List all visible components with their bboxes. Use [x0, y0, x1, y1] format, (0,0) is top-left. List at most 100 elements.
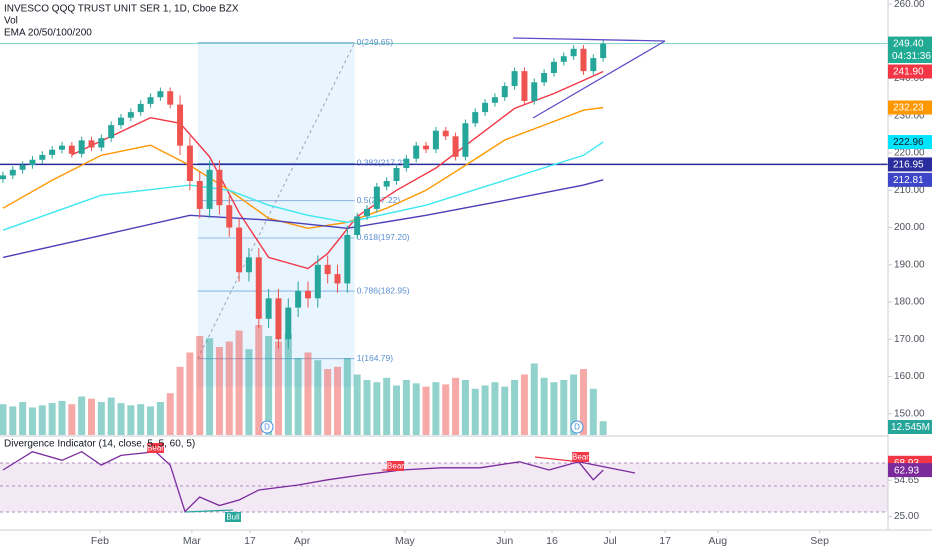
volume-bar: [28, 407, 36, 435]
candle-body: [491, 97, 498, 103]
candle-body: [157, 91, 164, 98]
volume-bar: [215, 347, 223, 435]
y-tick-label: 170.00: [894, 334, 925, 345]
signal-box: [147, 443, 164, 453]
volume-bar: [491, 382, 499, 435]
signal-label: Bear: [572, 453, 589, 462]
candle-body: [413, 145, 420, 159]
volume-bar: [284, 333, 292, 435]
volume-bar: [412, 383, 420, 435]
y-tick-label: 150.00: [894, 408, 925, 419]
volume-bar: [127, 405, 135, 435]
candle-body: [560, 56, 567, 62]
candle-body: [196, 181, 203, 209]
volume-bar: [432, 382, 440, 435]
y-tick-label: 200.00: [894, 222, 925, 233]
dividend-label[interactable]: D: [574, 423, 580, 432]
volume-bar: [324, 369, 332, 435]
candle-body: [452, 136, 459, 157]
volume-bar: [117, 403, 125, 435]
volume-bar: [333, 366, 341, 435]
price-tag: [888, 172, 932, 187]
ema-line: [2, 106, 604, 230]
candle-body: [275, 298, 282, 340]
x-tick-label: Mar: [183, 535, 202, 547]
candle-body: [442, 130, 449, 137]
volume-bar: [363, 380, 371, 435]
x-tick-label: Feb: [91, 535, 109, 547]
volume-bar: [461, 380, 469, 435]
candle-body: [285, 307, 292, 340]
price-tag: [888, 64, 932, 79]
countdown-tag: [888, 49, 932, 63]
candle-body: [501, 86, 508, 98]
candle-body: [147, 97, 154, 104]
volume-bar: [452, 377, 460, 435]
dividend-label[interactable]: D: [264, 423, 270, 432]
candle-body: [226, 205, 233, 228]
volume-bar: [245, 349, 253, 435]
x-tick-label: 17: [659, 535, 671, 547]
volume-label: 12.545M: [891, 422, 930, 433]
indicator-title: Divergence Indicator (14, close, 5, 5, 6…: [4, 439, 195, 450]
candle-body: [423, 145, 430, 150]
volume-bar: [235, 330, 243, 435]
volume-bar: [550, 382, 558, 435]
divergence-line: [184, 509, 234, 513]
volume-bar: [38, 405, 46, 435]
candle-body: [167, 91, 174, 105]
volume-bar: [314, 360, 322, 435]
volume-bar: [294, 358, 302, 435]
volume-bar: [147, 406, 155, 435]
dividend-marker[interactable]: [260, 420, 274, 434]
price-tag: [888, 36, 932, 51]
candle-body: [255, 257, 262, 319]
candle-body: [472, 112, 479, 124]
candle-body: [216, 169, 223, 206]
volume-bar: [88, 398, 96, 435]
y-tick-label: 210.00: [894, 185, 925, 196]
volume-bar: [501, 386, 509, 435]
candle-body: [39, 154, 46, 160]
main-pane: 0(249.65)0.382(217.23)0.5(207.22)0.618(1…: [0, 37, 888, 435]
candle-body: [580, 48, 587, 72]
volume-bar: [58, 400, 66, 435]
candle-body: [521, 71, 528, 101]
candle-body: [0, 175, 6, 180]
candle-body: [265, 298, 272, 319]
volume-bar: [540, 377, 548, 435]
dividend-marker[interactable]: [570, 420, 584, 434]
candle-body: [324, 264, 331, 275]
candle-body: [295, 290, 302, 308]
volume-bar: [393, 385, 401, 435]
candle-body: [373, 186, 380, 209]
x-tick-label: 17: [244, 535, 256, 547]
candle-body: [186, 145, 193, 182]
candle-body: [118, 117, 125, 126]
fib-label: 0(249.65): [357, 37, 394, 47]
volume-bar: [471, 388, 479, 435]
signal-label: Bear: [147, 444, 164, 453]
volume-bar: [166, 393, 174, 435]
volume-bar: [422, 386, 430, 435]
volume-bar: [225, 341, 233, 435]
x-tick-label: Jun: [496, 535, 513, 547]
indicator-pane: [2, 450, 604, 513]
candle-body: [108, 125, 115, 139]
y-tick-label: 220.00: [894, 148, 925, 159]
trend-line: [532, 40, 666, 119]
x-tick-label: Jul: [603, 535, 616, 547]
volume-bar: [402, 380, 410, 435]
candle-body: [9, 169, 16, 176]
ema-legend: EMA 20/50/100/200: [4, 28, 92, 39]
candle-body: [68, 145, 75, 154]
volume-bar: [343, 358, 351, 435]
candle-body: [364, 208, 371, 217]
volume-bar: [176, 366, 184, 435]
volume-bar: [589, 388, 597, 435]
trend-line: [512, 37, 666, 42]
signal-box: [387, 461, 404, 471]
price-tag: [888, 157, 932, 172]
x-tick-label: 16: [546, 535, 558, 547]
